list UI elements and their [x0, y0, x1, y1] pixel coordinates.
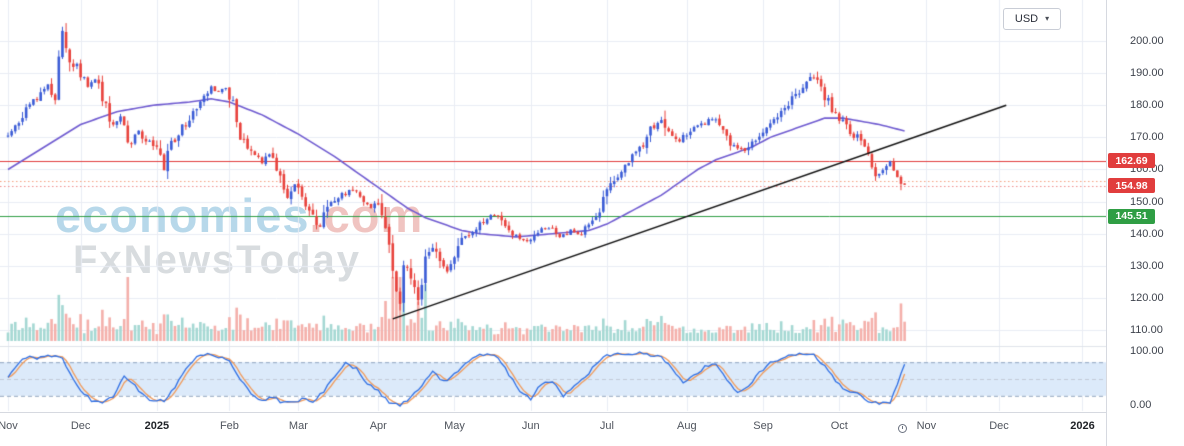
price-tick-label: 180.00 [1130, 99, 1164, 112]
price-axis[interactable]: 200.00 190.00 180.00 170.00 160.00 150.00 140.… [1106, 0, 1184, 446]
price-tick-label: 130.00 [1130, 259, 1164, 272]
time-tick-label: Feb [219, 420, 239, 432]
price-tick-label: 190.00 [1130, 67, 1164, 80]
currency-selector-label: USD [1014, 13, 1039, 25]
time-tick-label: Dec [989, 420, 1009, 432]
price-level-tag: 162.69 [1108, 153, 1155, 169]
indicator-tick-label: 100.00 [1130, 345, 1164, 357]
price-tick-label: 110.00 [1130, 324, 1163, 337]
time-tick-label: 2026 [1070, 420, 1095, 432]
time-tick-label: Oct [830, 420, 848, 432]
price-tick-label: 170.00 [1130, 131, 1164, 144]
price-level-tag: 145.51 [1108, 208, 1155, 224]
time-tick-label: May [444, 420, 465, 432]
price-chart-canvas[interactable] [0, 0, 1106, 412]
time-tick-label: Jul [599, 420, 614, 432]
price-tick-label: 120.00 [1130, 291, 1164, 304]
currency-selector[interactable]: USD ▾ [1003, 8, 1061, 30]
time-tick-label: Nov [916, 420, 937, 432]
price-tick-label: 150.00 [1130, 195, 1164, 208]
time-tick-label: Dec [70, 420, 91, 432]
price-tick-label: 200.00 [1130, 35, 1164, 47]
time-axis[interactable]: Nov Dec 2025 Feb Mar Apr May Jun Jul Aug Sep Oct Nov… [0, 412, 1106, 446]
time-tick-label: Nov [0, 420, 18, 432]
chevron-down-icon: ▾ [1045, 14, 1050, 23]
time-tick-label: 2025 [144, 420, 170, 432]
price-tick-label: 140.00 [1130, 227, 1164, 240]
time-tick-label: Apr [369, 420, 387, 432]
indicator-tick-label: 0.00 [1130, 399, 1152, 411]
time-tick-label: Mar [288, 420, 308, 432]
time-tick-label: Aug [677, 420, 697, 432]
time-tick-label: Jun [521, 420, 540, 432]
realtime-clock-icon[interactable] [898, 424, 907, 433]
time-tick-label: Sep [753, 420, 773, 432]
price-level-tag: 154.98 [1108, 178, 1155, 194]
